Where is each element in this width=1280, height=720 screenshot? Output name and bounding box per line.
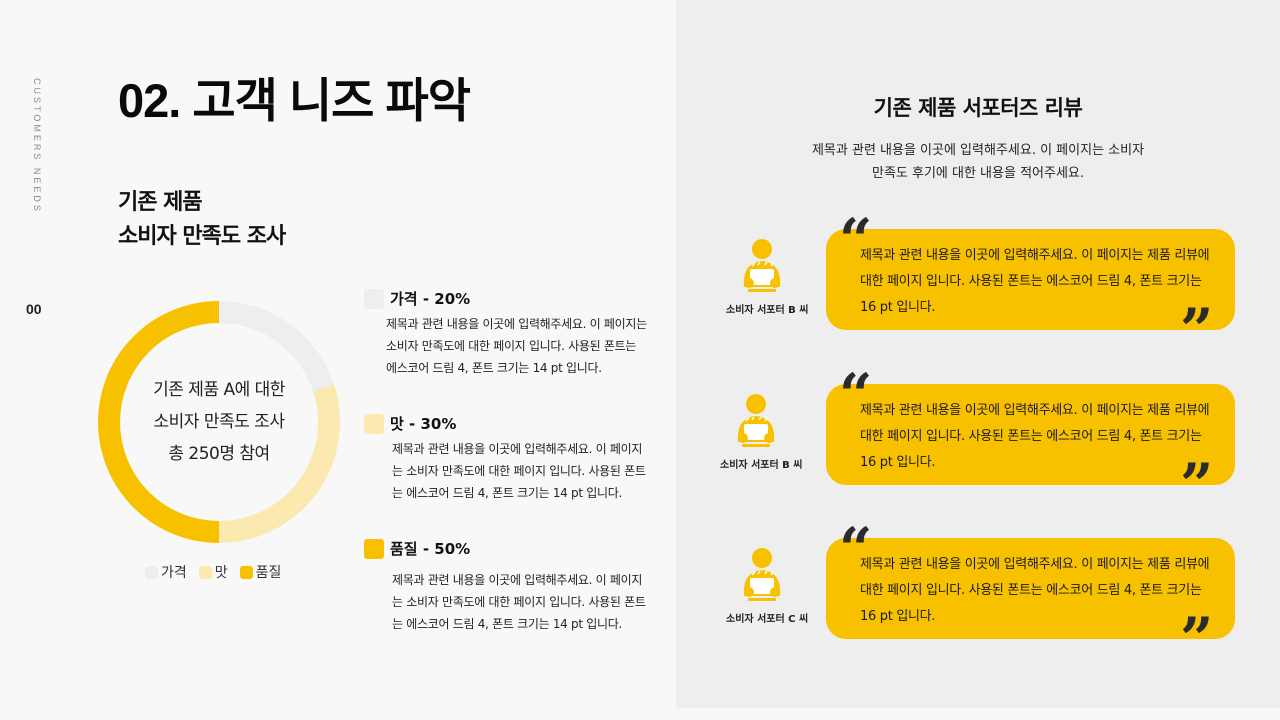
donut-center-line-3: 총 250명 참여 [168, 444, 270, 464]
person-reading-icon [737, 394, 775, 447]
close-quote-icon: ” [1180, 605, 1214, 673]
subtitle-line-1: 기존 제품 [118, 190, 203, 215]
category-price: 가격 - 20% 제목과 관련 내용을 이곳에 입력해주세요. 이 페이지는 소… [364, 288, 654, 379]
review-panel: 기존 제품 서포터즈 리뷰 제목과 관련 내용을 이곳에 입력해주세요. 이 페… [676, 0, 1280, 708]
legend-item-quality: 품질 [239, 562, 282, 582]
category-price-swatch [364, 288, 384, 309]
reviewer: 소비자 서포터 B 씨 [720, 394, 803, 471]
close-quote-icon: ” [1180, 296, 1214, 364]
review-bubble: 제목과 관련 내용을 이곳에 입력해주세요. 이 페이지는 제품 리뷰에 대한 … [826, 229, 1235, 330]
legend-label-price: 가격 [161, 565, 187, 581]
subtitle-line-2: 소비자 만족도 조사 [118, 224, 286, 249]
review-bubble: 제목과 관련 내용을 이곳에 입력해주세요. 이 페이지는 제품 리뷰에 대한 … [826, 538, 1235, 639]
donut-center-line-2: 소비자 만족도 조사 [153, 412, 285, 432]
review-text: 제목과 관련 내용을 이곳에 입력해주세요. 이 페이지는 제품 리뷰에 대한 … [860, 248, 1210, 315]
person-reading-icon [743, 548, 781, 601]
section-subtitle: 기존 제품 소비자 만족도 조사 [118, 186, 286, 254]
chart-legend: 가격 맛 품질 [145, 562, 287, 582]
review-card: 소비자 서포터 B 씨 제목과 관련 내용을 이곳에 입력해주세요. 이 페이지… [676, 211, 1280, 359]
reviewer-name: 소비자 서포터 B 씨 [720, 460, 803, 471]
page-number: 00 [26, 301, 42, 317]
review-text: 제목과 관련 내용을 이곳에 입력해주세요. 이 페이지는 제품 리뷰에 대한 … [860, 557, 1210, 624]
review-card: 소비자 서포터 C 씨 제목과 관련 내용을 이곳에 입력해주세요. 이 페이지… [676, 520, 1280, 668]
reviewer: 소비자 서포터 B 씨 [726, 239, 809, 316]
close-quote-icon: ” [1180, 451, 1214, 519]
category-quality-title: 품질 - 50% [390, 540, 471, 558]
review-text: 제목과 관련 내용을 이곳에 입력해주세요. 이 페이지는 제품 리뷰에 대한 … [860, 403, 1210, 470]
donut-segment-0 [218, 301, 335, 392]
page-title: 02. 고객 니즈 파악 [118, 74, 471, 127]
person-reading-icon [743, 239, 781, 292]
description-line-2: 만족도 후기에 대한 내용을 적어주세요. [871, 166, 1085, 181]
category-taste-header: 맛 - 30% [364, 413, 654, 434]
category-price-text: 제목과 관련 내용을 이곳에 입력해주세요. 이 페이지는 소비자 만족도에 대… [386, 317, 647, 375]
category-quality: 품질 - 50% 제목과 관련 내용을 이곳에 입력해주세요. 이 페이지는 소… [364, 538, 654, 635]
legend-label-quality: 품질 [255, 565, 282, 581]
legend-label-taste: 맛 [214, 565, 228, 581]
legend-item-price: 가격 [145, 562, 187, 582]
reviewer: 소비자 서포터 C 씨 [726, 548, 809, 625]
description-line-1: 제목과 관련 내용을 이곳에 입력해주세요. 이 페이지는 소비자 [811, 143, 1145, 158]
review-panel-title: 기존 제품 서포터즈 리뷰 [873, 96, 1083, 120]
category-quality-swatch [364, 538, 384, 559]
legend-swatch-quality [239, 565, 253, 579]
category-quality-text: 제목과 관련 내용을 이곳에 입력해주세요. 이 페이지는 소비자 만족도에 대… [392, 573, 646, 631]
review-card: 소비자 서포터 B 씨 제목과 관련 내용을 이곳에 입력해주세요. 이 페이지… [676, 366, 1280, 514]
category-quality-header: 품질 - 50% [364, 538, 654, 559]
category-taste: 맛 - 30% 제목과 관련 내용을 이곳에 입력해주세요. 이 페이지는 소비… [364, 413, 654, 504]
donut-chart: 기존 제품 A에 대한 소비자 만족도 조사 총 250명 참여 [97, 300, 341, 544]
legend-item-taste: 맛 [198, 562, 228, 582]
open-quote-icon: “ [839, 361, 873, 429]
legend-swatch-taste [198, 565, 212, 579]
donut-center-line-1: 기존 제품 A에 대한 [153, 380, 285, 400]
side-label: CUSTOMERS NEEDS [32, 78, 42, 214]
review-panel-description: 제목과 관련 내용을 이곳에 입력해주세요. 이 페이지는 소비자 만족도 후기… [676, 139, 1280, 185]
category-taste-text: 제목과 관련 내용을 이곳에 입력해주세요. 이 페이지는 소비자 만족도에 대… [392, 442, 646, 500]
open-quote-icon: “ [839, 206, 873, 274]
category-taste-swatch [364, 413, 384, 434]
legend-swatch-price [145, 565, 158, 579]
review-bubble: 제목과 관련 내용을 이곳에 입력해주세요. 이 페이지는 제품 리뷰에 대한 … [826, 384, 1235, 485]
category-price-header: 가격 - 20% [364, 288, 654, 309]
reviewer-name: 소비자 서포터 B 씨 [726, 305, 809, 316]
reviewer-name: 소비자 서포터 C 씨 [726, 614, 809, 625]
open-quote-icon: “ [839, 515, 873, 583]
category-taste-title: 맛 - 30% [390, 415, 457, 433]
donut-chart-graphic [98, 301, 340, 543]
donut-segment-1 [218, 384, 340, 543]
donut-segment-2 [98, 301, 220, 543]
donut-center-label: 기존 제품 A에 대한 소비자 만족도 조사 총 250명 참여 [97, 300, 341, 544]
category-price-title: 가격 - 20% [390, 290, 471, 308]
